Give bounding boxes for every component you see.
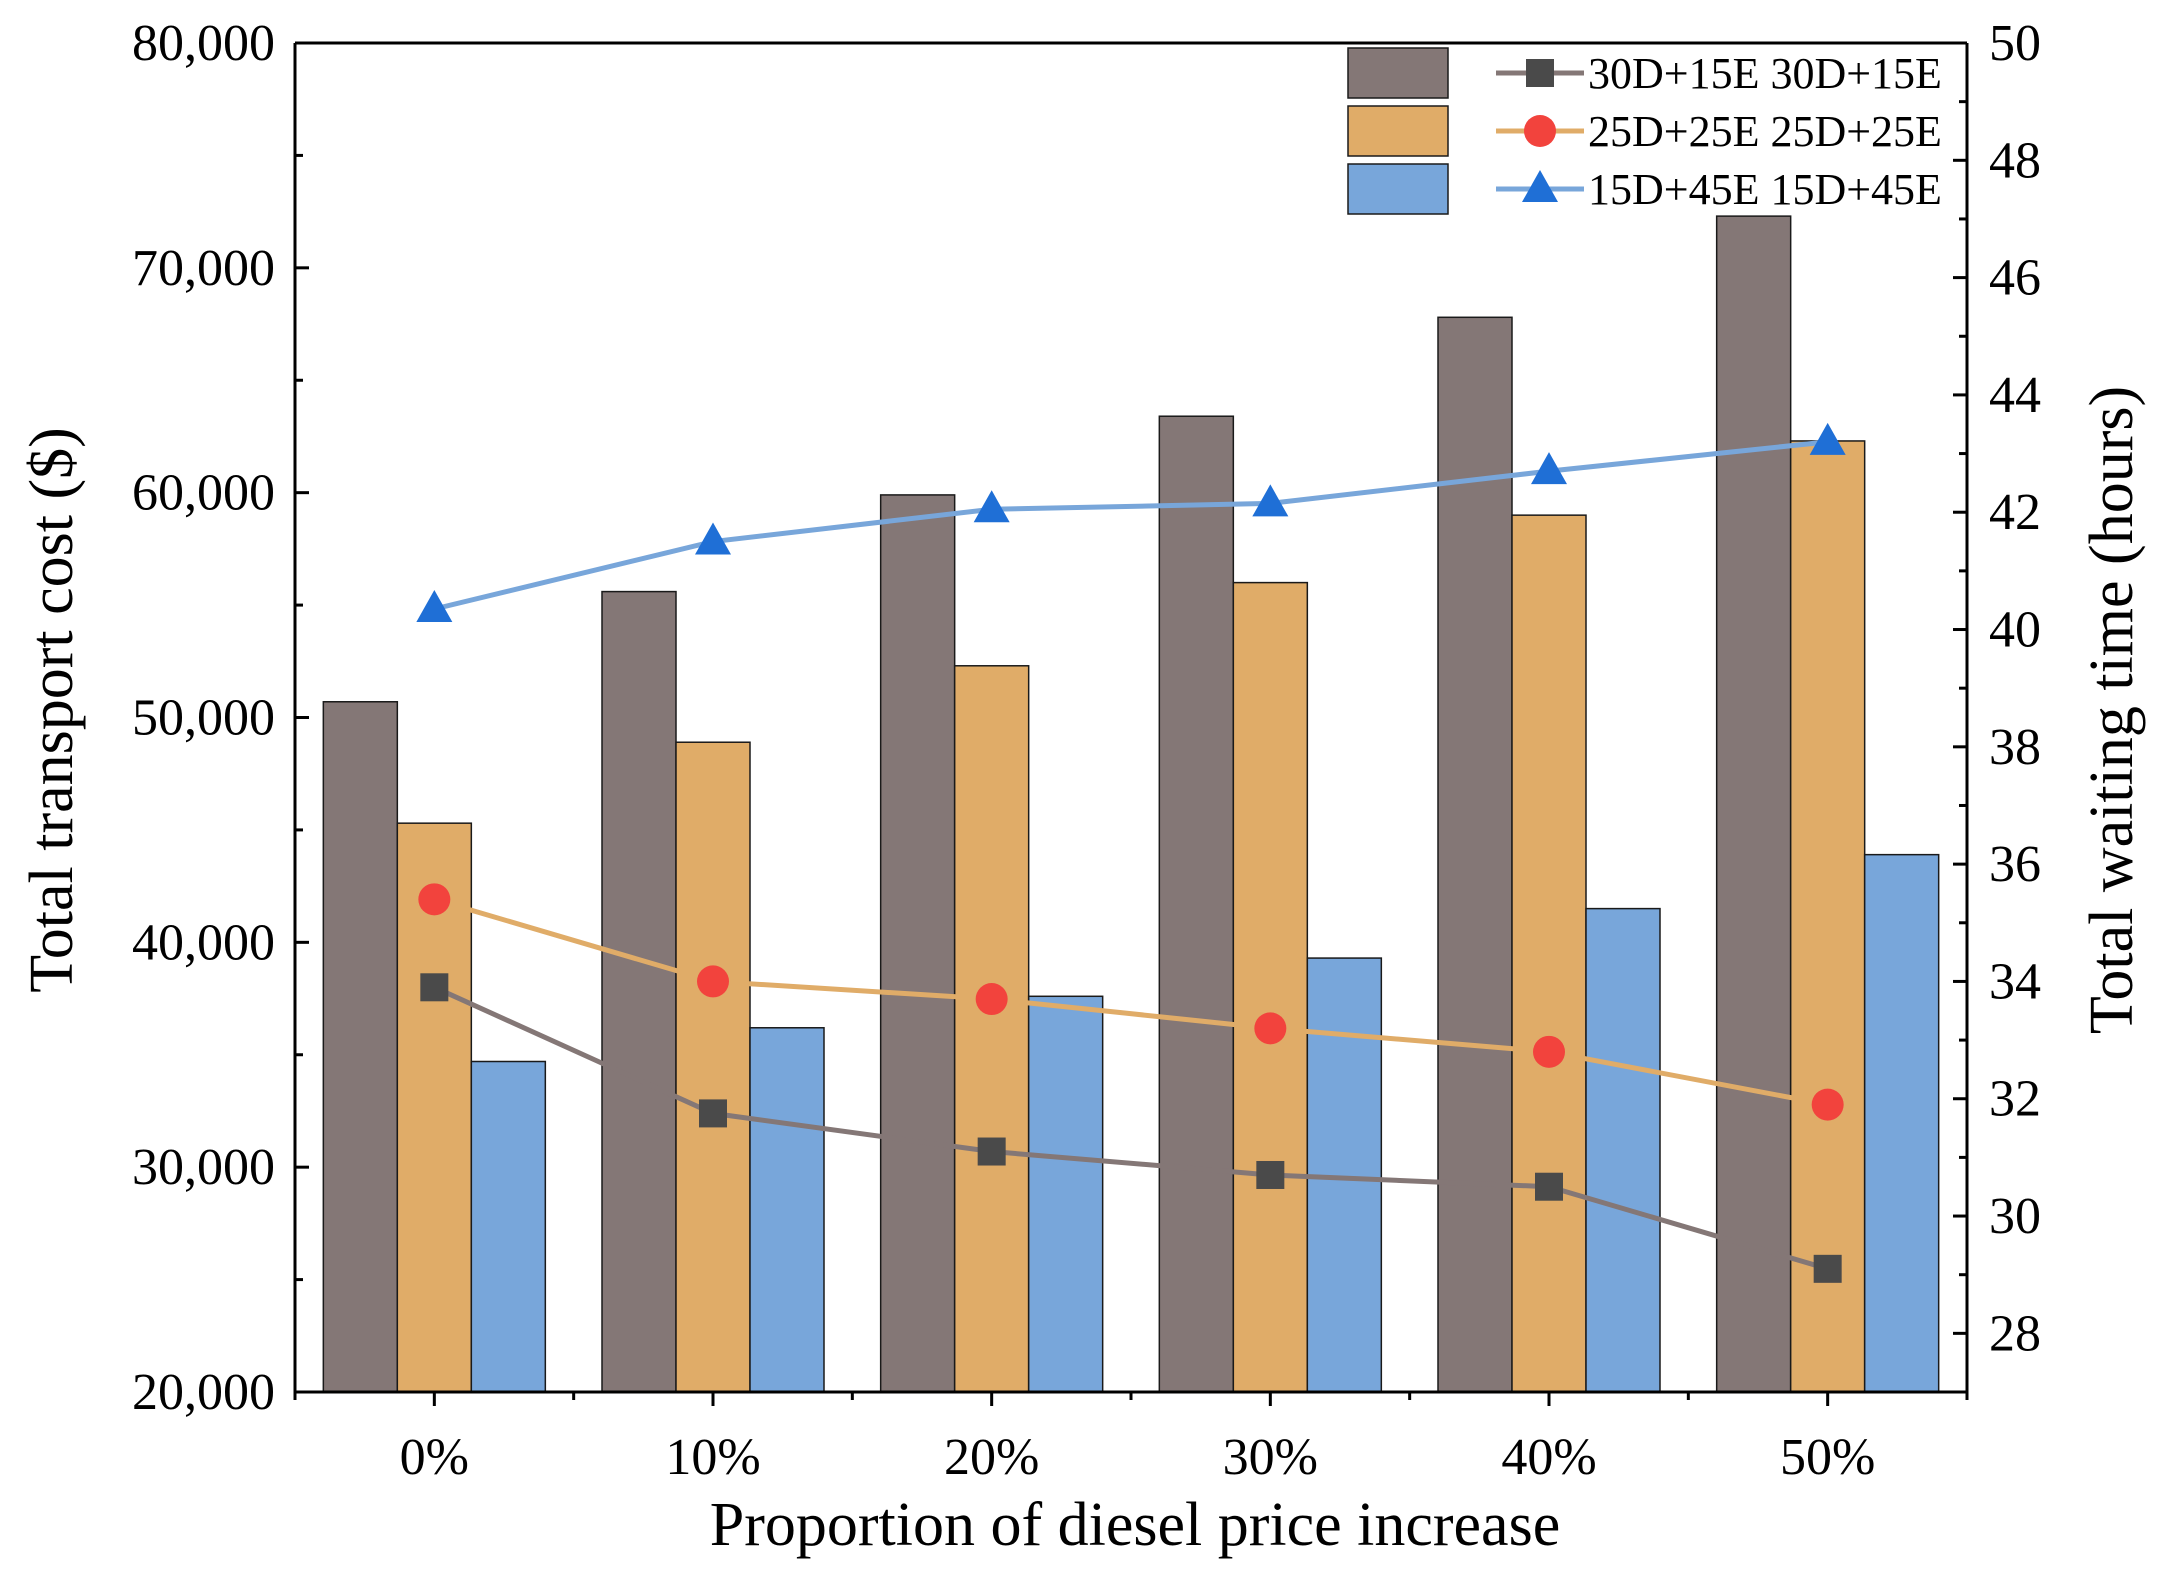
bar-25D+25E-50% xyxy=(1789,440,1866,1393)
marker-30D+15E-20% xyxy=(977,1137,1006,1166)
y-right-tick-label: 34 xyxy=(1989,953,2041,1010)
line-30D+15E xyxy=(433,985,1829,1272)
marker-15D+45E-0% xyxy=(416,589,453,622)
legend-swatch-30D+15E xyxy=(1347,47,1449,99)
marker-30D+15E-0% xyxy=(420,973,449,1002)
bar-30D+15E-30% xyxy=(1158,415,1235,1393)
bar-30D+15E-0% xyxy=(322,701,399,1393)
x-tick-label: 0% xyxy=(400,1429,469,1486)
bar-25D+25E-30% xyxy=(1232,581,1309,1393)
y-left-tick-label: 80,000 xyxy=(132,15,275,72)
bar-15D+45E-20% xyxy=(1027,995,1104,1393)
y-axis-right-title: Total waiting time (hours) xyxy=(2078,386,2146,1034)
bar-30D+15E-10% xyxy=(601,590,677,1393)
y-axis-left-title: Total transport cost ($) xyxy=(18,427,86,993)
legend-marker-30D+15E xyxy=(1526,59,1554,87)
line-25D+25E xyxy=(433,896,1829,1108)
legend-label: 25D+25E 25D+25E xyxy=(1588,107,1942,156)
y-right-tick-label: 50 xyxy=(1989,15,2041,72)
marker-30D+15E-50% xyxy=(1813,1254,1842,1283)
bar-30D+15E-40% xyxy=(1437,316,1513,1393)
y-left-tick-label: 30,000 xyxy=(132,1139,275,1196)
x-tick-label: 10% xyxy=(665,1429,760,1486)
line-15D+45E xyxy=(433,439,1828,612)
marker-30D+15E-40% xyxy=(1535,1172,1563,1201)
legend-marker-25D+25E xyxy=(1524,115,1556,147)
y-right-tick-label: 32 xyxy=(1989,1071,2041,1128)
x-tick-label: 40% xyxy=(1501,1429,1596,1486)
marker-15D+45E-30% xyxy=(1252,484,1289,517)
bar-30D+15E-50% xyxy=(1715,215,1792,1393)
y-left-tick-label: 70,000 xyxy=(132,240,275,297)
y-left-tick-label: 20,000 xyxy=(132,1364,275,1421)
y-left-tick-label: 60,000 xyxy=(132,465,275,522)
y-right-tick-label: 38 xyxy=(1989,719,2041,776)
x-tick-label: 30% xyxy=(1223,1429,1318,1486)
y-right-tick-label: 44 xyxy=(1989,367,2041,424)
legend-label: 15D+45E 15D+45E xyxy=(1588,165,1942,214)
legend-label: 30D+15E 30D+15E xyxy=(1588,49,1942,98)
y-right-tick-label: 46 xyxy=(1989,250,2041,307)
y-right-tick-label: 28 xyxy=(1989,1305,2041,1362)
marker-15D+45E-50% xyxy=(1809,422,1846,455)
lines-layer xyxy=(416,422,1846,1283)
marker-30D+15E-10% xyxy=(699,1099,727,1128)
legend: 30D+15E 30D+15E 25D+25E 25D+25E 15D+45E 15… xyxy=(1347,47,1942,215)
marker-25D+25E-20% xyxy=(975,983,1008,1016)
marker-25D+25E-40% xyxy=(1533,1035,1565,1068)
bar-25D+25E-0% xyxy=(396,822,473,1393)
bar-15D+45E-10% xyxy=(749,1027,825,1393)
bar-25D+25E-20% xyxy=(953,665,1030,1393)
axes-layer: 20,000 30,000 40,000 50,000 60,000 70,000 80,0… xyxy=(132,15,2041,1486)
bars-layer xyxy=(322,215,1940,1393)
x-tick-label: 50% xyxy=(1780,1429,1875,1486)
y-right-tick-label: 30 xyxy=(1989,1188,2041,1245)
bar-15D+45E-40% xyxy=(1585,907,1661,1393)
y-right-tick-label: 36 xyxy=(1989,836,2041,893)
marker-25D+25E-30% xyxy=(1254,1012,1287,1045)
marker-25D+25E-50% xyxy=(1811,1088,1844,1121)
legend-marker-15D+45E xyxy=(1522,170,1558,202)
bar-15D+45E-50% xyxy=(1863,853,1940,1393)
bar-15D+45E-0% xyxy=(470,1060,547,1393)
y-left-tick-label: 40,000 xyxy=(132,914,275,971)
x-axis-title: Proportion of diesel price increase xyxy=(710,1491,1560,1559)
y-right-tick-label: 40 xyxy=(1989,602,2041,659)
y-right-tick-label: 48 xyxy=(1989,132,2041,189)
legend-swatch-25D+25E xyxy=(1347,105,1449,157)
marker-25D+25E-0% xyxy=(418,883,451,916)
marker-15D+45E-20% xyxy=(973,490,1010,523)
bar-30D+15E-20% xyxy=(879,494,956,1393)
y-right-tick-label: 42 xyxy=(1989,484,2041,541)
bar-25D+25E-40% xyxy=(1511,514,1587,1393)
bar-25D+25E-10% xyxy=(675,741,751,1393)
marker-25D+25E-10% xyxy=(697,965,729,998)
marker-15D+45E-10% xyxy=(695,522,731,555)
legend-swatch-15D+45E xyxy=(1347,163,1449,215)
marker-30D+15E-30% xyxy=(1256,1160,1285,1189)
x-tick-label: 20% xyxy=(944,1429,1039,1486)
marker-15D+45E-40% xyxy=(1531,452,1567,485)
y-left-tick-label: 50,000 xyxy=(132,690,275,747)
